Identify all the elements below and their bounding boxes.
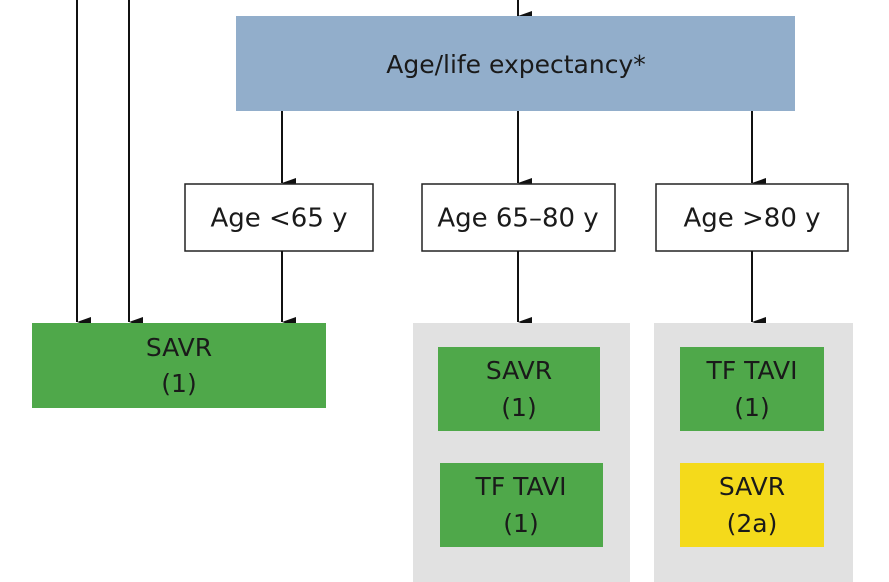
root-box <box>236 16 795 111</box>
age-label: Age 65–80 y <box>437 204 598 234</box>
option-class: (1) <box>503 509 538 538</box>
option-class: (1) <box>161 369 196 398</box>
option-class: (1) <box>734 393 769 422</box>
root-label: Age/life expectancy* <box>386 50 646 79</box>
age-label: Age <65 y <box>210 204 347 234</box>
option-box <box>680 347 824 431</box>
option-box <box>680 463 824 547</box>
age-label: Age >80 y <box>683 204 820 234</box>
option-name: TF TAVI <box>475 472 567 501</box>
option-name: SAVR <box>146 333 212 362</box>
option-class: (2a) <box>727 509 778 538</box>
option-name: SAVR <box>719 472 785 501</box>
option-class: (1) <box>501 393 536 422</box>
option-box <box>438 347 600 431</box>
option-name: SAVR <box>486 356 552 385</box>
age-box <box>184 183 374 252</box>
option-box <box>440 463 603 547</box>
option-name: TF TAVI <box>706 356 798 385</box>
option-box <box>32 323 326 408</box>
